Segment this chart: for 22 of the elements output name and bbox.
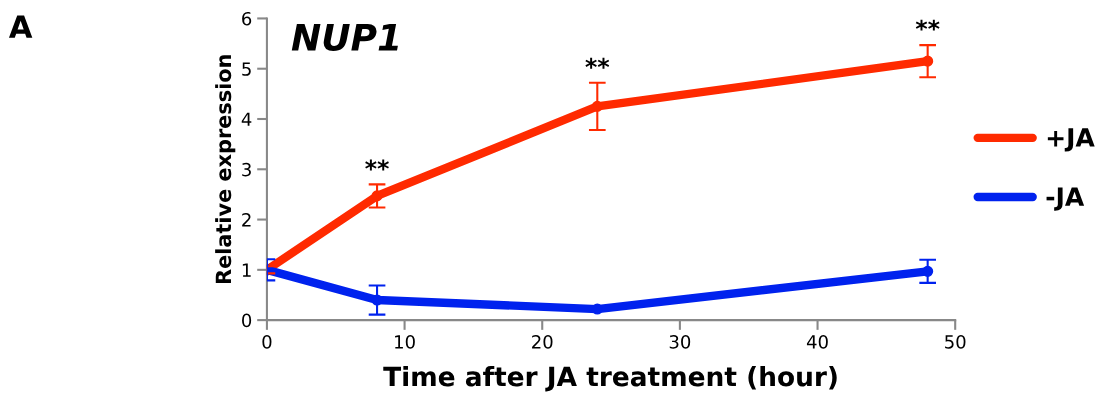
y-tick-label: 3 xyxy=(242,162,251,177)
x-tick-label: 50 xyxy=(945,335,966,349)
legend-label: -JA xyxy=(1046,187,1085,211)
y-tick-label: 1 xyxy=(242,263,251,277)
x-axis-title: Time after JA treatment (hour) xyxy=(383,366,837,392)
x-tick-label: 10 xyxy=(395,335,415,349)
annotation: ** xyxy=(365,159,389,171)
y-tick-label: 6 xyxy=(242,11,252,26)
annotation: ** xyxy=(585,57,610,69)
y-tick-label: 0 xyxy=(242,313,252,328)
x-tick-label: 20 xyxy=(532,335,553,349)
y-tick-label: 5 xyxy=(242,62,251,76)
x-tick-label: 0 xyxy=(262,335,272,349)
legend-label: +JA xyxy=(1047,128,1095,152)
y-tick-label: 4 xyxy=(241,112,252,126)
text: A xyxy=(8,15,33,38)
x-tick-label: 40 xyxy=(806,335,828,349)
y-tick-label: 2 xyxy=(242,213,251,227)
x-tick-label: 30 xyxy=(669,335,691,349)
annotation: ** xyxy=(915,19,940,31)
y-axis-title: Relative expression xyxy=(215,55,236,284)
chart-title: NUP1 xyxy=(291,24,398,51)
